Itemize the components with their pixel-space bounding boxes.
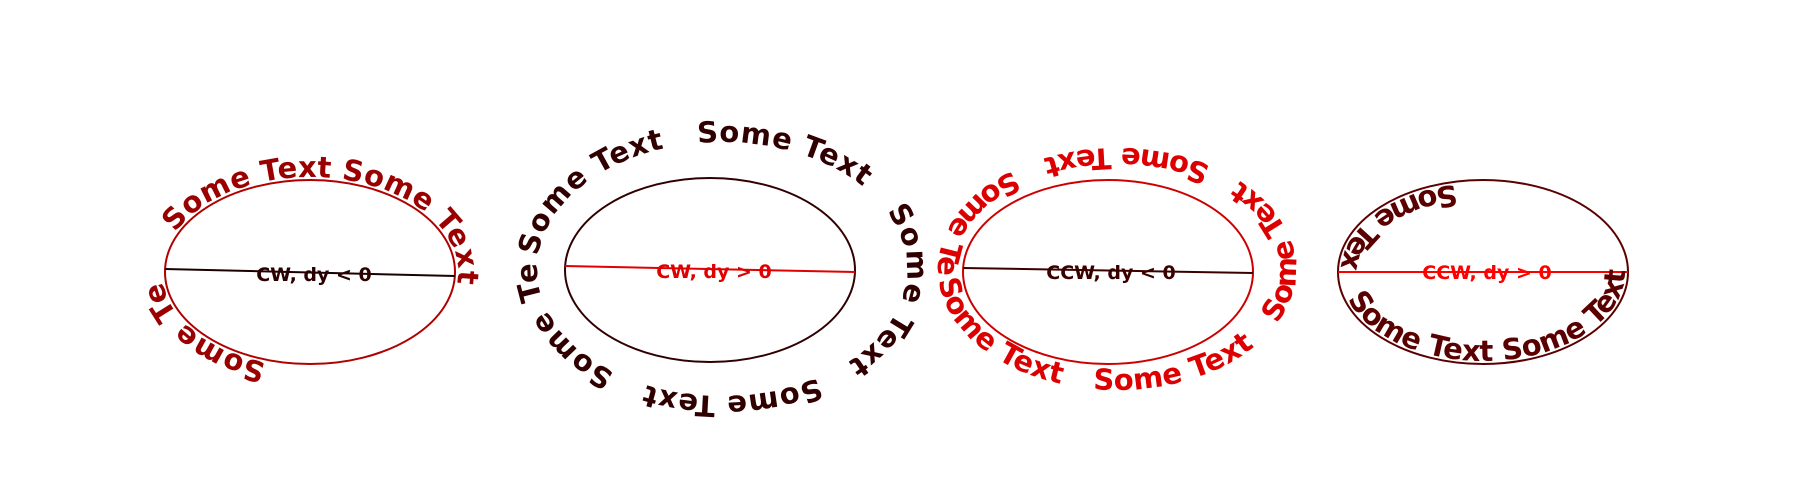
panel-3-ring-text-5: Some Text bbox=[0, 0, 1026, 277]
panel-2-ring-text-2: Some Text bbox=[696, 115, 879, 193]
panel-cw-dy-negative: Some Text Some Text Some Text CW, dy < 0 bbox=[0, 0, 485, 389]
panel-1-label: CW, dy < 0 bbox=[256, 264, 372, 286]
panel-2-ring-text-3: Some Text bbox=[843, 197, 934, 385]
panel-2-ring-text-6: Some Text bbox=[0, 0, 15, 4]
panel-2-ring-text-4: Some Text bbox=[638, 371, 826, 423]
panel-2-ring-text-1: Some Text bbox=[511, 122, 666, 258]
panel-3-ring-text-1: Some Text bbox=[931, 273, 1068, 391]
panel-1-ellipse bbox=[164, 179, 456, 365]
panel-3-baseline bbox=[962, 267, 1254, 274]
panel-4-label: CCW, dy > 0 bbox=[1422, 262, 1551, 284]
panel-3-ring-text-2: Some Text bbox=[1093, 325, 1260, 398]
panel-3-ring-text-6: Some Text bbox=[0, 0, 15, 4]
panel-2-baseline bbox=[564, 265, 856, 273]
panel-cw-dy-positive: Some Text Some Text Some Text Some Text … bbox=[0, 0, 935, 423]
panel-2-ellipse bbox=[564, 177, 856, 363]
panel-2-label: CW, dy > 0 bbox=[656, 261, 772, 283]
panel-3-label: CCW, dy < 0 bbox=[1046, 262, 1175, 284]
panel-4-ring-text-1: Some Text bbox=[1341, 284, 1493, 368]
panel-3-ring-text-3: Some Text bbox=[1224, 174, 1304, 327]
panel-2-path-text: Some Text Some Text Some Text Some Text … bbox=[0, 0, 935, 423]
panel-1-ring-text-1: Some Text bbox=[155, 150, 333, 237]
panel-1-path-text: Some Text Some Text Some Text bbox=[0, 0, 485, 389]
panel-1-baseline bbox=[164, 268, 456, 277]
panel-2-ring-text-5: Some Text bbox=[0, 0, 618, 396]
